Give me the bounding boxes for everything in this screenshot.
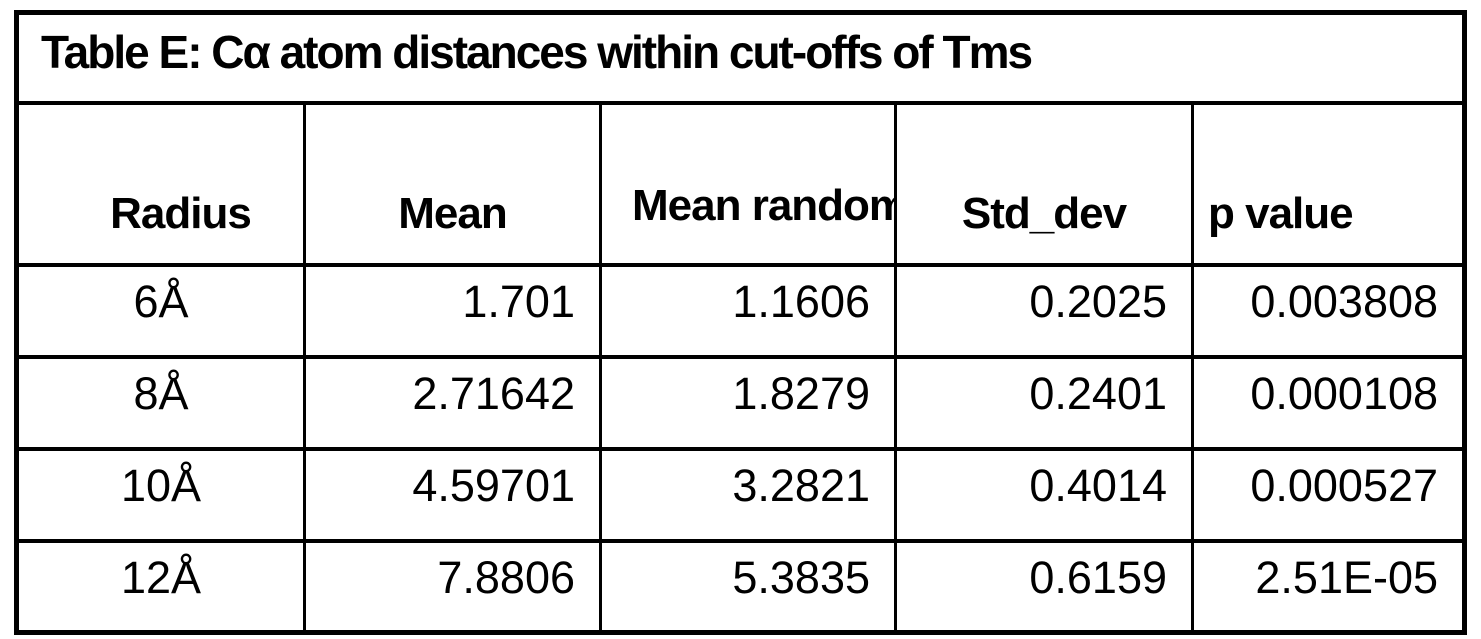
- table-row: 12Å 7.8806 5.3835 0.6159 2.51E-05: [15, 538, 1467, 635]
- table-row: 8Å 2.71642 1.8279 0.2401 0.000108: [15, 354, 1467, 451]
- cell-radius: 12Å: [15, 538, 306, 635]
- cell-std-dev: 0.4014: [894, 446, 1194, 543]
- cell-radius: 10Å: [15, 446, 306, 543]
- cell-p-value: 0.003808: [1190, 262, 1467, 359]
- cell-std-dev: 0.2025: [894, 262, 1194, 359]
- column-header-radius: Radius: [15, 100, 306, 267]
- cell-mean: 7.8806: [303, 538, 602, 635]
- column-header-mean-random: Mean random: [599, 100, 897, 267]
- column-header-p-value: p value: [1190, 100, 1467, 267]
- table-title-row: Table E: Cα atom distances within cut-of…: [14, 10, 1467, 105]
- cell-std-dev: 0.6159: [894, 538, 1194, 635]
- cell-p-value: 0.000527: [1190, 446, 1467, 543]
- cell-mean-random: 5.3835: [599, 538, 897, 635]
- cell-radius: 6Å: [15, 262, 306, 359]
- column-header-std-dev: Std_dev: [894, 100, 1194, 267]
- table-header-row: Radius Mean Mean random Std_dev p value: [15, 100, 1467, 267]
- cell-std-dev: 0.2401: [894, 354, 1194, 451]
- cell-mean-random: 3.2821: [599, 446, 897, 543]
- cell-mean-random: 1.1606: [599, 262, 897, 359]
- cell-radius: 8Å: [15, 354, 306, 451]
- cell-mean-random: 1.8279: [599, 354, 897, 451]
- cell-mean: 4.59701: [303, 446, 602, 543]
- table-row: 10Å 4.59701 3.2821 0.4014 0.000527: [15, 446, 1467, 543]
- table-row: 6Å 1.701 1.1606 0.2025 0.003808: [15, 262, 1467, 359]
- table-title: Table E: Cα atom distances within cut-of…: [14, 10, 1467, 105]
- column-header-mean: Mean: [303, 100, 602, 267]
- cell-p-value: 2.51E-05: [1190, 538, 1467, 635]
- data-table: Table E: Cα atom distances within cut-of…: [14, 10, 1468, 635]
- cell-p-value: 0.000108: [1190, 354, 1467, 451]
- cell-mean: 2.71642: [303, 354, 602, 451]
- cell-mean: 1.701: [303, 262, 602, 359]
